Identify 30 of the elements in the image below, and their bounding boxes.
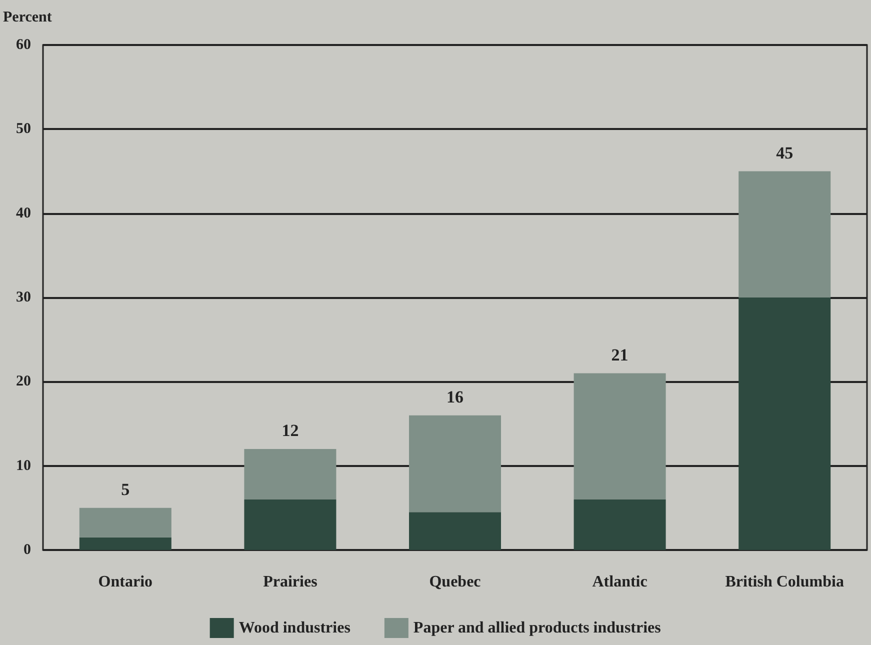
total-label: 45 (776, 143, 794, 162)
y-tick-label: 10 (16, 458, 31, 474)
bar (79, 508, 172, 538)
y-tick-label: 40 (16, 205, 31, 222)
x-tick-label: British Columbia (725, 574, 844, 590)
legend-label: Wood industries (238, 620, 350, 636)
total-label: 12 (282, 421, 299, 440)
total-label: 16 (446, 387, 464, 406)
x-tick-label: Atlantic (592, 574, 648, 590)
y-tick-label: 0 (24, 542, 31, 558)
x-tick-label: Ontario (98, 574, 153, 590)
y-tick-label: 50 (16, 121, 31, 138)
bar (244, 449, 336, 500)
bar (738, 298, 831, 550)
legend-label: Paper and allied products industries (413, 620, 661, 636)
y-tick-label: 60 (16, 37, 31, 53)
bar (409, 512, 501, 550)
total-label: 5 (121, 480, 130, 499)
bar (79, 537, 172, 550)
y-axis-title: Percent (3, 10, 52, 26)
bar (574, 500, 666, 550)
bar (738, 171, 831, 298)
y-tick-label: 30 (16, 290, 31, 306)
total-label: 21 (611, 345, 628, 364)
bar (244, 500, 336, 550)
bar (409, 415, 501, 512)
x-tick-label: Prairies (263, 574, 318, 590)
y-tick-label: 20 (16, 374, 31, 390)
bar (574, 373, 666, 500)
x-tick-label: Quebec (429, 574, 481, 590)
